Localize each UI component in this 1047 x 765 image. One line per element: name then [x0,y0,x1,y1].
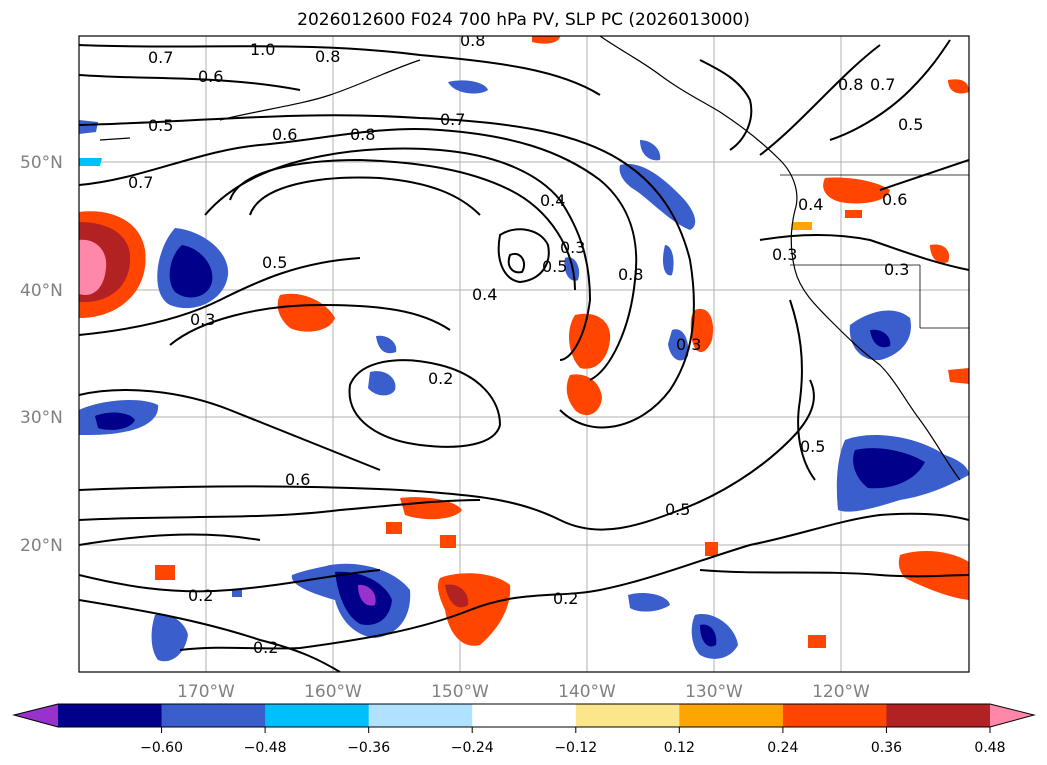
colorbar-tick-label: 0.48 [974,740,1005,756]
contour-labels: 0.7 1.0 0.8 0.8 0.6 0.5 0.6 0.8 0.7 0.7 … [128,31,923,657]
contour-label: 0.8 [618,265,643,284]
contour-label: 0.7 [148,48,173,67]
latitude-labels: 50°N 40°N 30°N 20°N [20,153,63,556]
contour-label: 0.3 [190,310,215,329]
map-frame [78,35,970,673]
contour-label: 0.4 [540,191,565,210]
map-area [79,36,969,672]
colorbar-cell [886,704,991,727]
contour-label: 0.2 [253,638,278,657]
contour-label: 0.8 [838,75,863,94]
colorbar-tick-label: −0.48 [244,740,287,756]
slp-contours [79,39,969,672]
colorbar-tick-label: 0.24 [767,740,798,756]
borders [780,174,969,329]
contour-label: 0.2 [553,589,578,608]
contour-label: 0.7 [440,110,465,129]
pv-shading [79,36,969,662]
lon-label: 170°W [177,682,235,702]
graticule [79,36,969,672]
coastline [99,36,961,481]
colorbar-tick-label: 0.36 [871,740,902,756]
contour-label: 0.3 [884,260,909,279]
lon-label: 150°W [431,682,489,702]
lat-label: 20°N [20,536,63,556]
contour-label: 0.2 [188,586,213,605]
contour-label: 0.7 [870,75,895,94]
contour-label: 0.6 [285,470,310,489]
contour-label: 0.5 [800,437,825,456]
colorbar: −0.60 −0.48 −0.36 −0.24 −0.12 0.12 0.24 0.36 0.4… [12,703,1036,756]
contour-label: 0.5 [542,257,567,276]
colorbar-cell [782,704,887,727]
contour-label: 0.5 [898,115,923,134]
contour-label: 0.4 [798,195,823,214]
contour-label: 0.3 [772,245,797,264]
colorbar-tick-label: −0.36 [347,740,390,756]
colorbar-tick-label: −0.60 [140,740,183,756]
colorbar-tick-labels: −0.60 −0.48 −0.36 −0.24 −0.12 0.12 0.24 0.36 0.4… [140,727,1006,756]
colorbar-cell [368,704,473,727]
contour-label: 0.6 [272,125,297,144]
contour-label: 0.2 [428,369,453,388]
contour-label: 0.5 [262,253,287,272]
contour-label: 0.3 [560,238,585,257]
colorbar-cells [58,704,991,727]
contour-label: 0.6 [198,67,223,86]
lon-label: 120°W [812,682,870,702]
lat-label: 40°N [20,281,63,301]
colorbar-tick-label: −0.12 [554,740,597,756]
contour-label: 0.8 [350,125,375,144]
lon-label: 140°W [558,682,616,702]
lon-label: 160°W [304,682,362,702]
contour-label: 0.4 [472,285,497,304]
contour-label: 1.0 [250,40,275,59]
longitude-labels: 170°W 160°W 150°W 140°W 130°W 120°W [177,682,870,702]
contour-label: 0.5 [148,116,173,135]
contour-label: 0.8 [315,47,340,66]
colorbar-cell [472,704,577,727]
colorbar-tick-label: −0.24 [451,740,494,756]
lat-label: 30°N [20,408,63,428]
lat-label: 50°N [20,153,63,173]
colorbar-extend-high [990,704,1034,727]
colorbar-cell [575,704,680,727]
colorbar-cell [265,704,370,727]
colorbar-cell [679,704,784,727]
contour-label: 0.5 [665,500,690,519]
colorbar-tick-label: 0.12 [664,740,695,756]
contour-label: 0.7 [128,173,153,192]
contour-label: 0.6 [882,190,907,209]
map-title: 2026012600 F024 700 hPa PV, SLP PC (2026… [297,10,750,30]
contour-label: 0.8 [460,31,485,50]
colorbar-cell [58,704,163,727]
colorbar-extend-low [14,704,58,727]
colorbar-cell [161,704,266,727]
contour-label: 0.3 [676,335,701,354]
lon-label: 130°W [685,682,743,702]
